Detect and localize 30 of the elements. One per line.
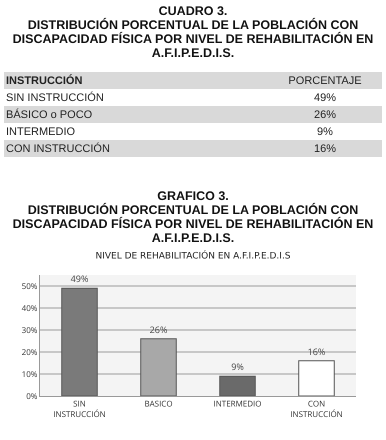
text: CON INSTRUCCIÓN [5,142,111,156]
text: INTERMEDIO [5,124,76,140]
y-tick-label: 10% [22,368,38,380]
text: 9% [316,124,334,140]
text: INSTRUCCIÓN [5,73,84,88]
data-label: 26% [150,322,168,336]
y-tick-label: 30% [22,324,38,336]
text: CUADRO 3. DISTRIBUCIÓN PORCENTUAL DE LA POBLACIÓN CON DISCAPACIDAD FÍSICA POR NIVEL DE REHABILITACIÓN EN A.F.I.P.E.D.I.S. [12,4,374,60]
text: 49% [312,90,338,106]
x-tick-label: BASICO [144,398,173,410]
bar [61,288,98,396]
text: 26% [312,108,338,122]
data-label: 49% [70,272,88,286]
y-tick-label: 40% [22,302,38,314]
text: 16% [312,142,338,156]
text: PORCENTAJE [287,74,363,88]
bar [219,376,256,396]
chart-title: GRAFICO 3. DISTRIBUCIÓN PORCENTUAL DE LA POBLACIÓN CON DISCAPACIDAD FÍSICA POR NIVEL DE REHABILITACIÓN EN A.F.I.P.E.D.I.S. [12,189,374,245]
data-label: 9% [231,360,244,374]
x-tick-label: CON INSTRUCCIÓN [290,398,343,420]
chart-subtitle: NIVEL DE REHABILITACIÓN EN A.F.I.P.E.D.I.S [95,250,291,262]
y-tick-label: 50% [22,280,38,292]
x-tick-label: SIN INSTRUCCIÓN [53,398,106,420]
data-label: 16% [308,344,326,358]
x-tick-label: INTERMEDIO [214,398,262,410]
bar [140,338,177,396]
y-tick-label: 0% [26,390,38,402]
y-tick-label: 20% [22,346,38,358]
text: BÁSICO o POCO [5,108,94,122]
text: SIN INSTRUCCIÓN [5,90,105,106]
